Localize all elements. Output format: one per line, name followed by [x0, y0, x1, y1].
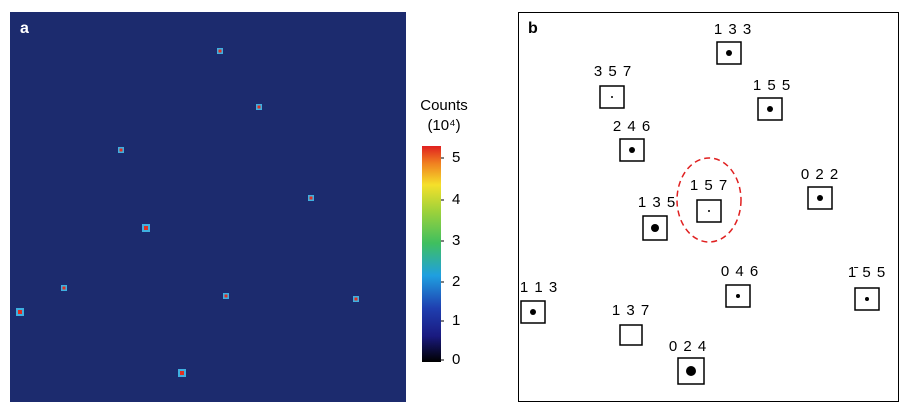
pattern-panel	[519, 13, 899, 402]
spot-label: 1 3 5	[638, 194, 676, 211]
colorbar-tick-label: 0	[452, 351, 460, 368]
spot	[865, 297, 869, 301]
spot-label: 0 4 6	[721, 263, 759, 280]
spot	[726, 50, 732, 56]
spot	[817, 195, 823, 201]
colorbar-tick-label: 5	[452, 149, 460, 166]
colorbar-ticks: 5 4 3 2 1 0	[441, 149, 460, 368]
spot-label: 1 5 5	[753, 77, 791, 94]
colorbar-tick-label: 2	[452, 273, 460, 290]
hot-spot-core	[18, 310, 22, 314]
figure: a Counts (10⁴) 5 4 3 2 1 0 b 1 3 3 3 5 7 1 5 5 2…	[0, 0, 904, 404]
spot-label: 1̄ 5 5	[848, 264, 886, 281]
colorbar-unit: (10⁴)	[427, 117, 460, 134]
hot-spot-core	[225, 295, 228, 298]
hot-spot-core	[258, 106, 261, 109]
colorbar	[422, 146, 441, 362]
spot	[611, 96, 613, 98]
spot-label: 1 3 3	[714, 21, 752, 38]
hot-spot-core	[219, 50, 222, 53]
hot-spot-core	[63, 287, 66, 290]
spot-label: 0 2 4	[669, 338, 707, 355]
spot-label: 2 4 6	[613, 118, 651, 135]
heatmap	[10, 12, 406, 402]
spot-label: 0 2 2	[801, 166, 839, 183]
spot	[651, 224, 659, 232]
colorbar-tick-label: 3	[452, 232, 460, 249]
colorbar-tick-label: 4	[452, 191, 460, 208]
spot	[767, 106, 773, 112]
spot	[629, 147, 635, 153]
spot-label: 1 5 7	[690, 177, 728, 194]
panel-label: a	[20, 20, 29, 37]
hot-spot-core	[355, 298, 358, 301]
hot-spot-core	[180, 371, 184, 375]
colorbar-tick-label: 1	[452, 312, 460, 329]
hot-spot-core	[144, 226, 148, 230]
hot-spot-core	[310, 197, 313, 200]
spot-label: 1 1 3	[520, 279, 558, 296]
spot-label: 3 5 7	[594, 63, 632, 80]
spot	[686, 366, 696, 376]
spot	[736, 294, 740, 298]
hot-spot-core	[120, 149, 123, 152]
spot-label: 1 3 7	[612, 302, 650, 319]
panel-label: b	[528, 20, 538, 37]
spot	[530, 309, 536, 315]
spot	[708, 210, 710, 212]
colorbar-title: Counts	[420, 97, 468, 114]
